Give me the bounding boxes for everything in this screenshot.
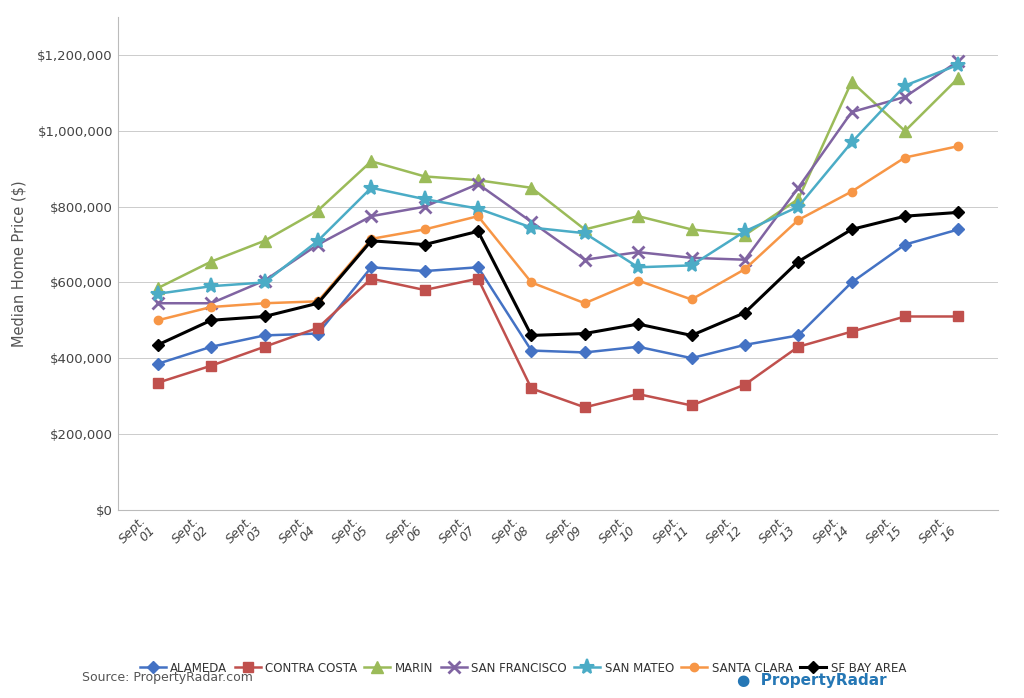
Text: ●  PropertyRadar: ● PropertyRadar [737,674,887,688]
Legend: ALAMEDA, CONTRA COSTA, MARIN, SAN FRANCISCO, SAN MATEO, SANTA CLARA, SF BAY AREA: ALAMEDA, CONTRA COSTA, MARIN, SAN FRANCI… [135,658,910,680]
Y-axis label: Median Home Price ($): Median Home Price ($) [11,180,27,347]
Text: Source: PropertyRadar.com: Source: PropertyRadar.com [82,671,253,683]
